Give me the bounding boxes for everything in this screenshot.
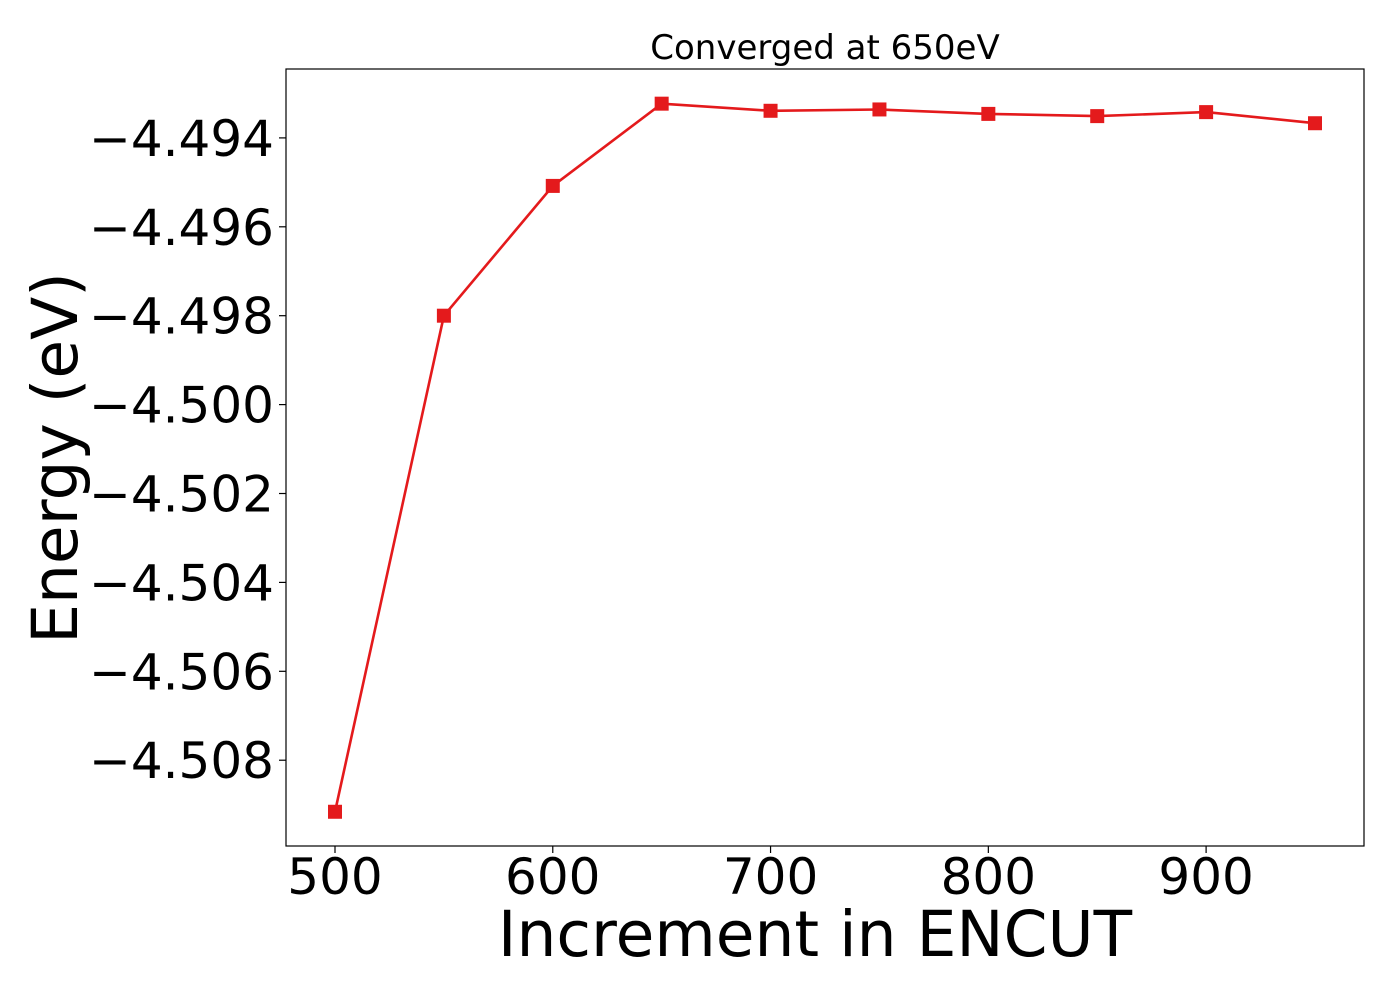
x-tick-label: 900 bbox=[1158, 848, 1253, 906]
plot-frame bbox=[285, 68, 1365, 847]
data-point-marker bbox=[328, 804, 342, 819]
x-tick-label: 600 bbox=[505, 848, 600, 906]
y-axis: −4.494 −4.496 −4.498 −4.500 −4.502 −4.504 −4.5… bbox=[89, 110, 286, 790]
data-point-marker bbox=[436, 308, 451, 323]
y-tick-label: −4.508 bbox=[89, 732, 274, 790]
data-point-marker bbox=[654, 96, 669, 111]
y-tick-label: −4.502 bbox=[89, 466, 274, 524]
y-tick-label: −4.500 bbox=[89, 377, 274, 435]
series-layer bbox=[328, 96, 1322, 819]
x-tick-label: 500 bbox=[287, 848, 382, 906]
series-line bbox=[333, 102, 1316, 813]
x-tick-label: 700 bbox=[723, 848, 818, 906]
y-tick-label: −4.498 bbox=[89, 288, 274, 346]
data-point-marker bbox=[763, 103, 778, 118]
data-point-marker bbox=[872, 102, 887, 117]
x-axis-label: Increment in ENCUT bbox=[498, 898, 1133, 971]
chart-title: Converged at 650eV bbox=[650, 28, 999, 68]
data-point-marker bbox=[1090, 109, 1105, 124]
data-point-marker bbox=[545, 178, 560, 193]
y-tick-label: −4.504 bbox=[89, 554, 274, 612]
x-tick-label: 800 bbox=[941, 848, 1036, 906]
y-axis-label: Energy (eV) bbox=[19, 272, 92, 644]
x-axis: 500 600 700 800 900 bbox=[287, 846, 1254, 906]
y-tick-label: −4.506 bbox=[89, 643, 274, 701]
data-point-marker bbox=[1199, 105, 1214, 120]
data-point-marker bbox=[981, 106, 996, 121]
y-tick-label: −4.496 bbox=[89, 199, 274, 257]
y-tick-label: −4.494 bbox=[89, 110, 274, 168]
data-point-marker bbox=[1308, 116, 1322, 131]
